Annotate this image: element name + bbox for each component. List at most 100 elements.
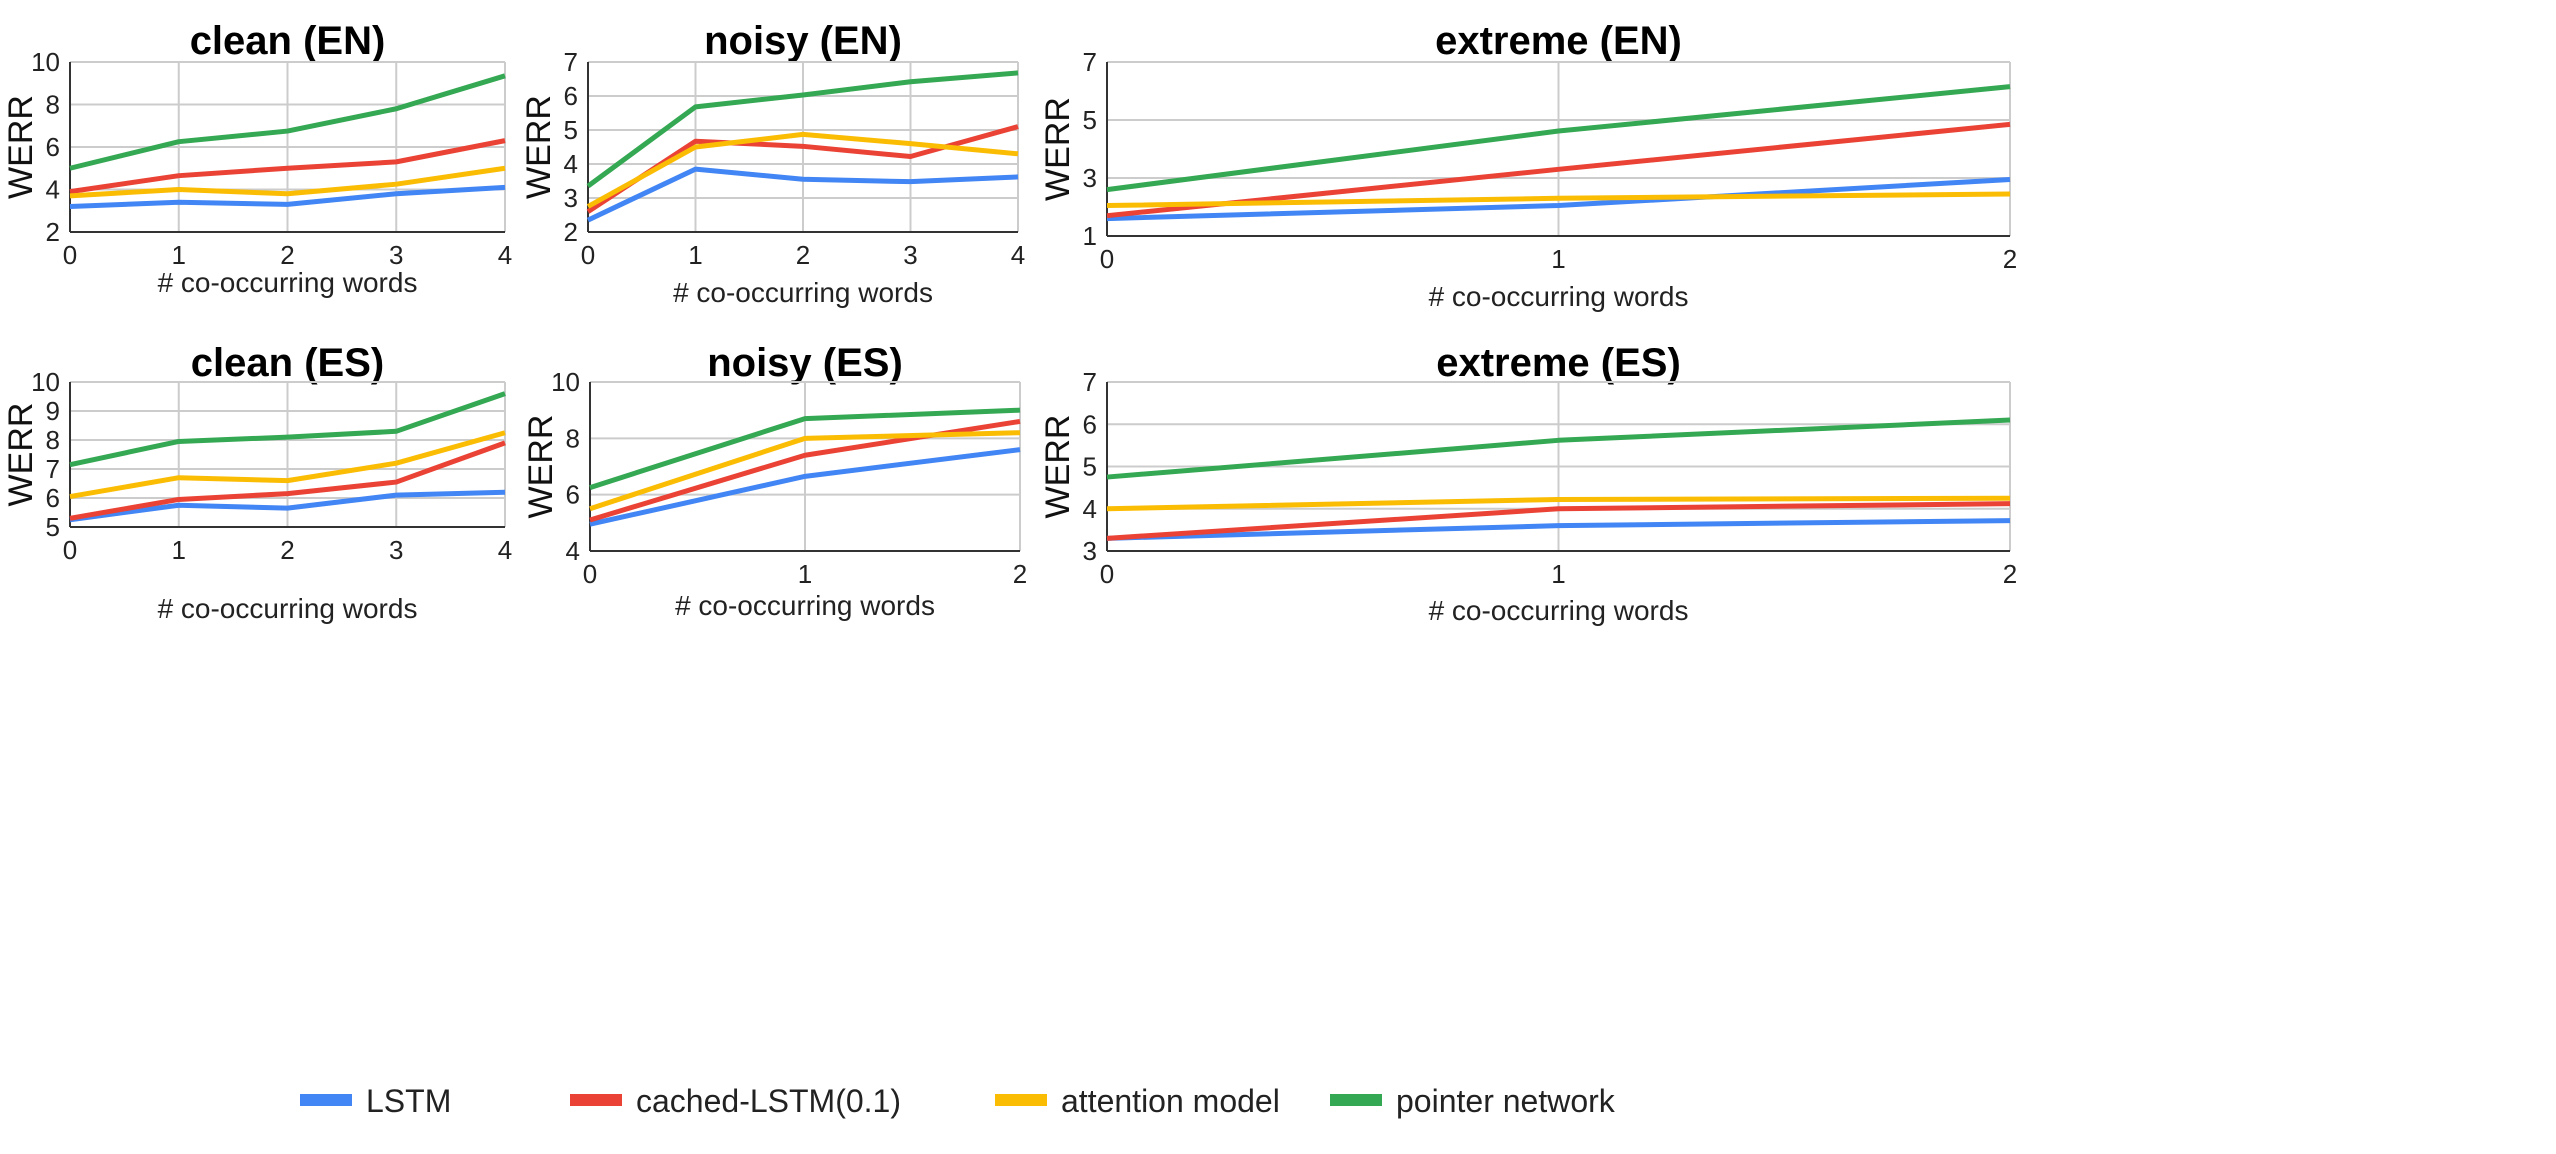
series-line-lstm [589,447,1021,527]
subplot-title: clean (EN) [190,19,386,63]
y-tick-label: 5 [46,512,60,542]
y-axis-label: WERR [1039,97,1077,201]
y-tick-label: 1 [1083,221,1097,251]
y-tick-label: 3 [564,183,578,213]
series-line-attention-model [69,165,506,199]
x-axis-label: # co-occurring words [158,593,418,624]
series-line-pointer-network [69,73,506,171]
legend-swatch [570,1094,622,1106]
series-line-lstm [1106,518,2011,541]
y-tick-label: 5 [1083,452,1097,482]
series-line-cached-lstm-0-1- [1106,121,2011,219]
y-tick-label: 9 [46,396,60,426]
legend-swatch [995,1094,1047,1106]
legend-label: pointer network [1396,1083,1616,1119]
series-line-lstm [586,166,1019,223]
subplot-title: noisy (ES) [707,341,903,385]
x-tick-label: 2 [2003,559,2017,589]
x-tick-label: 1 [688,240,702,270]
y-tick-label: 5 [564,115,578,145]
x-tick-label: 1 [1551,244,1565,274]
y-tick-label: 8 [566,423,580,453]
y-axis-label: WERR [2,403,40,507]
y-tick-label: 6 [564,81,578,111]
series-line-pointer-network [69,391,506,468]
x-tick-label: 0 [63,535,77,565]
x-tick-label: 0 [1100,244,1114,274]
legend-swatch [1330,1094,1382,1106]
x-tick-label: 1 [172,535,186,565]
y-tick-label: 2 [564,217,578,247]
y-tick-label: 8 [46,425,60,455]
legend-label: cached-LSTM(0.1) [636,1083,901,1119]
x-axis-label: # co-occurring words [1429,281,1689,312]
y-tick-label: 10 [31,47,60,77]
y-tick-label: 5 [1083,105,1097,135]
subplot-title: extreme (ES) [1436,341,1681,385]
legend-item: cached-LSTM(0.1) [570,1083,901,1119]
series-line-lstm [1106,176,2011,222]
subplot-1: noisy (EN) 2 3 4 5 6 7 0 1 2 3 4 # co-occurring word… [520,19,1025,308]
y-tick-label: 3 [1083,163,1097,193]
x-tick-label: 2 [1013,559,1027,589]
y-tick-label: 6 [1083,409,1097,439]
y-tick-label: 7 [1083,367,1097,397]
x-tick-label: 3 [389,240,403,270]
x-tick-label: 0 [1100,559,1114,589]
x-tick-label: 4 [498,240,512,270]
y-tick-label: 4 [1083,494,1097,524]
series-line-attention-model [586,131,1019,209]
series-line-pointer-network [589,407,1021,491]
x-tick-label: 4 [498,535,512,565]
y-axis-label: WERR [2,95,40,199]
series-line-pointer-network [1106,84,2011,193]
y-axis-label: WERR [1039,415,1077,519]
x-tick-label: 4 [1011,240,1025,270]
x-tick-label: 3 [389,535,403,565]
y-tick-label: 7 [1083,47,1097,77]
subplot-5: extreme (ES) 3 4 5 6 7 0 1 2 # co-occurring words… [1039,341,2017,626]
y-tick-label: 8 [46,90,60,120]
series-line-cached-lstm-0-1- [69,138,506,195]
x-axis-label: # co-occurring words [675,590,935,621]
legend-swatch [300,1094,352,1106]
x-tick-label: 2 [280,240,294,270]
legend-label: LSTM [366,1083,451,1119]
legend-label: attention model [1061,1083,1280,1119]
subplot-title: noisy (EN) [704,19,902,63]
legend-item: LSTM [300,1083,451,1119]
x-tick-label: 0 [63,240,77,270]
subplot-0: clean (EN) 2 4 6 8 10 0 1 2 3 4 # co-occurring word… [2,19,512,298]
series-line-attention-model [1106,495,2011,512]
x-axis-label: # co-occurring words [158,267,418,298]
y-tick-label: 4 [46,175,60,205]
legend: LSTM cached-LSTM(0.1) attention model point… [300,1083,1616,1119]
series-line-attention-model [69,430,506,500]
y-tick-label: 6 [46,483,60,513]
y-tick-label: 4 [564,149,578,179]
y-tick-label: 10 [551,367,580,397]
y-tick-label: 6 [46,132,60,162]
x-tick-label: 1 [172,240,186,270]
y-tick-label: 7 [46,454,60,484]
y-tick-label: 3 [1083,536,1097,566]
x-axis-label: # co-occurring words [1429,595,1689,626]
series-line-cached-lstm-0-1- [1106,501,2011,541]
series-line-attention-model [589,430,1021,512]
y-tick-label: 10 [31,367,60,397]
series-line-lstm [69,184,506,209]
x-tick-label: 0 [583,559,597,589]
legend-item: pointer network [1330,1083,1616,1119]
series-line-pointer-network [586,70,1019,189]
x-tick-label: 1 [1551,559,1565,589]
y-axis-label: WERR [520,95,558,199]
subplot-4: noisy (ES) 4 6 8 10 0 1 2 # co-occurring words WE… [522,341,1027,621]
x-tick-label: 2 [796,240,810,270]
x-tick-label: 2 [280,535,294,565]
series-line-attention-model [1106,191,2011,209]
y-axis-label: WERR [522,415,560,519]
y-tick-label: 7 [564,47,578,77]
x-tick-label: 2 [2003,244,2017,274]
